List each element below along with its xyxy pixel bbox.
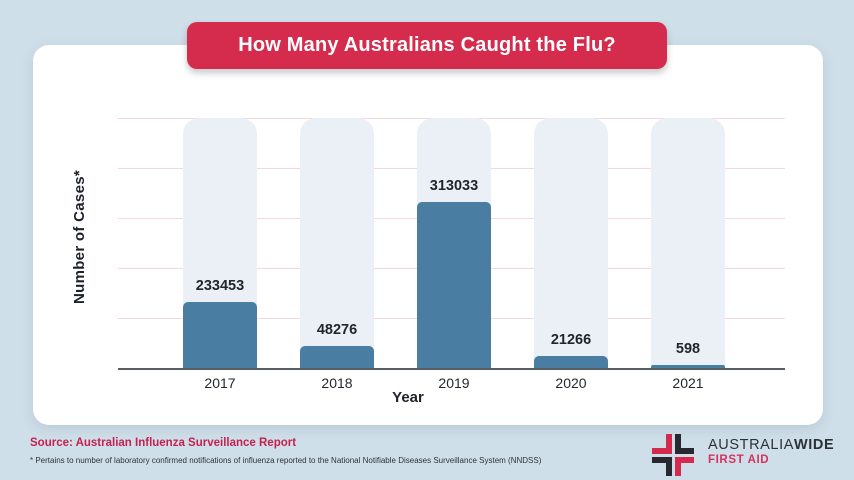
x-tick-2017: 2017 [204,375,236,391]
x-tick-2019: 2019 [438,375,470,391]
cross-quadrant-bottom-right [674,456,694,476]
bar-value-label-2019: 313033 [429,178,479,194]
cross-quadrant-top-right [674,434,694,454]
brand-text: AUSTRALIAWIDE FIRST AID [708,434,834,476]
brand-logo: AUSTRALIAWIDE FIRST AID [652,434,834,476]
brand-name-main: AUSTRALIA [708,437,794,453]
bar-2017 [183,302,257,369]
title-banner: How Many Australians Caught the Flu? [187,22,667,69]
cross-quadrant-bottom-left [652,456,672,476]
footnote-text: * Pertains to number of laboratory confi… [30,456,542,465]
x-axis-line [118,368,785,370]
bar-2021 [651,365,725,369]
bar-track-2018 [300,118,374,369]
page-title: How Many Australians Caught the Flu? [238,34,616,56]
x-tick-2020: 2020 [555,375,587,391]
cross-quadrant-top-left [652,434,672,454]
bar-track-2020 [534,118,608,369]
first-aid-cross-icon [652,434,694,476]
bar-track-2021 [651,118,725,369]
source-text: Source: Australian Influenza Surveillanc… [30,437,297,449]
bar-value-label-2021: 598 [675,341,701,357]
bar-value-label-2017: 233453 [195,278,245,294]
x-axis-label: Year [392,389,424,406]
x-tick-2018: 2018 [321,375,353,391]
bar-2020 [534,356,608,369]
y-axis-label: Number of Cases* [71,170,88,305]
x-tick-2021: 2021 [672,375,704,391]
bar-2018 [300,346,374,369]
brand-subtitle: FIRST AID [708,454,770,466]
bar-value-label-2020: 21266 [550,332,592,348]
bar-value-label-2018: 48276 [316,322,358,338]
brand-name-bold: WIDE [793,437,835,453]
bar-2019 [417,202,491,369]
